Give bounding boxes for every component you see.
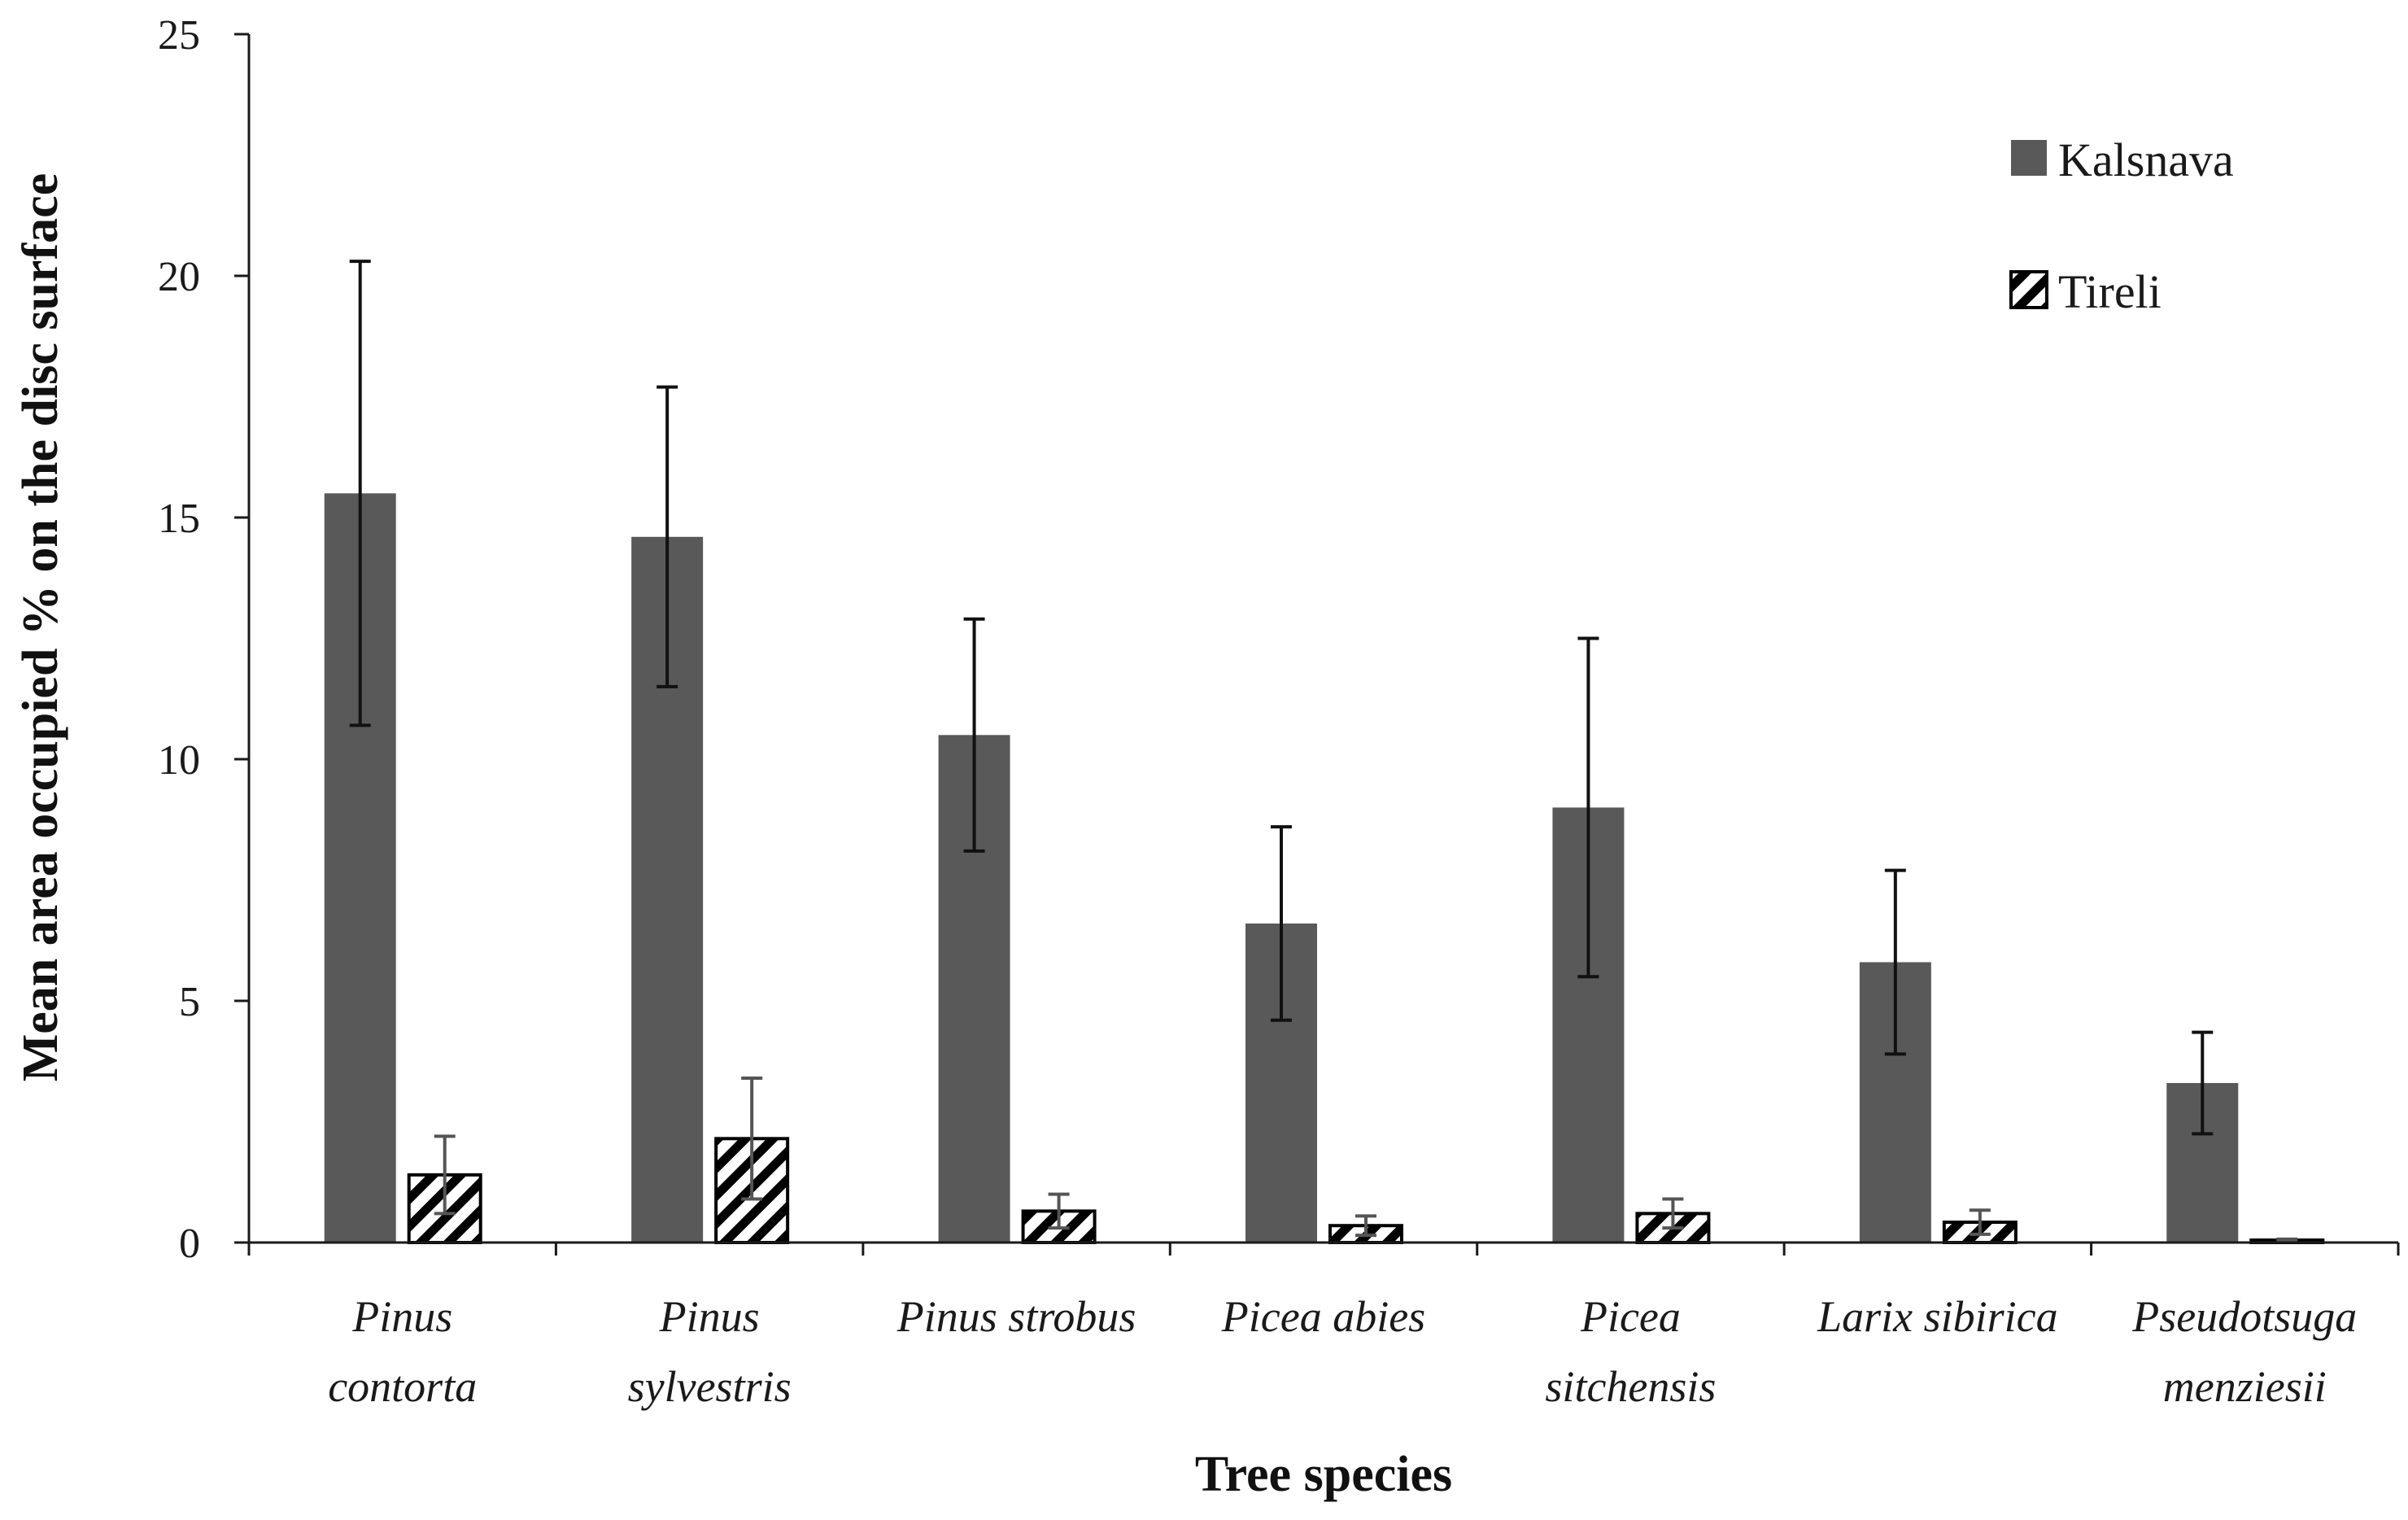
x-tick-label-line: Picea abies <box>1221 1292 1425 1341</box>
x-tick-label-line: sitchensis <box>1545 1362 1716 1411</box>
legend: Kalsnava Tireli <box>2011 133 2234 318</box>
legend-swatch-tireli <box>2011 272 2047 308</box>
x-tick-label-line: menziesii <box>2163 1362 2327 1411</box>
x-tick-label: Picea abies <box>1221 1292 1425 1341</box>
plot-area <box>325 261 2323 1243</box>
y-tick-label: 10 <box>158 737 200 784</box>
y-tick-label: 0 <box>179 1221 200 1267</box>
x-tick-label: Pinus strobus <box>896 1292 1136 1341</box>
x-tick-label: Pinus sylvestris <box>628 1292 792 1411</box>
legend-swatch-kalsnava <box>2011 140 2047 176</box>
y-tick-label: 20 <box>158 254 200 300</box>
y-axis-title: Mean area occupied % on the disc surface <box>13 173 68 1081</box>
x-tick-label-line: Pinus <box>351 1292 452 1341</box>
legend-label-kalsnava: Kalsnava <box>2058 133 2234 186</box>
x-tick-label: Picea sitchensis <box>1545 1292 1716 1411</box>
x-tick-label: Pinus contorta <box>328 1292 477 1411</box>
y-tick-label: 25 <box>158 12 200 59</box>
y-tick-label: 5 <box>179 979 200 1025</box>
x-tick-label: Pseudotsuga menziesii <box>2131 1292 2357 1411</box>
x-tick-label-line: Picea <box>1580 1292 1681 1341</box>
legend-label-tireli: Tireli <box>2058 265 2162 318</box>
x-tick-label: Larix sibirica <box>1817 1292 2058 1341</box>
x-tick-label-line: contorta <box>328 1362 477 1411</box>
x-tick-label-line: Larix sibirica <box>1817 1292 2058 1341</box>
x-axis-title: Tree species <box>1195 1447 1452 1502</box>
x-tick-label-line: Pinus strobus <box>896 1292 1136 1341</box>
y-tick-label: 15 <box>158 496 200 542</box>
x-tick-label-line: sylvestris <box>628 1362 792 1411</box>
x-tick-label-line: Pinus <box>659 1292 760 1341</box>
bar-chart: 0510152025Pinus contortaPinus sylvestrisPi… <box>0 0 2408 1520</box>
x-tick-label-line: Pseudotsuga <box>2131 1292 2357 1341</box>
